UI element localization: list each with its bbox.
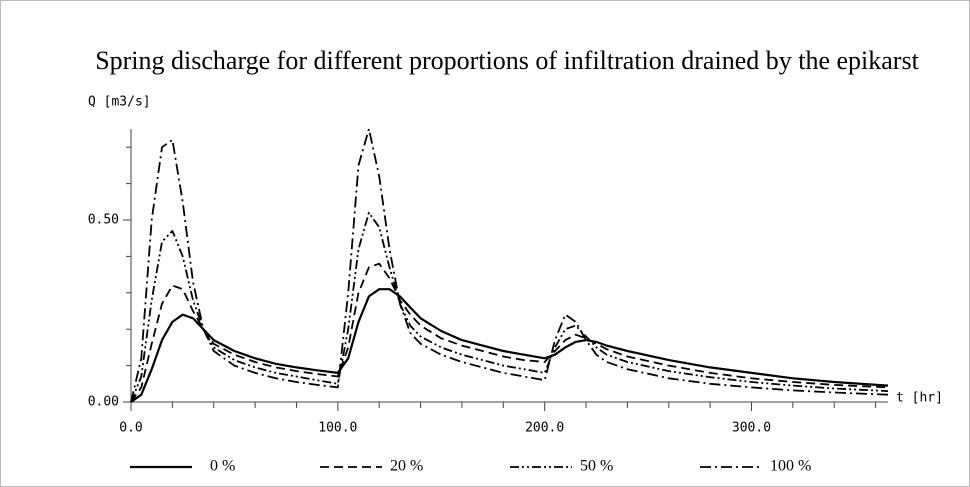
x-tick-label: 0.0 [119,421,142,436]
x-tick-label: 200.0 [525,421,564,436]
series-line [130,128,889,403]
legend-label: 50 % [580,458,613,475]
y-tick-label: 0.50 [88,213,119,228]
x-axis-label: t [hr] [896,391,943,406]
series-line [130,288,889,403]
x-tick-label: 300.0 [732,421,771,436]
series-line [130,262,889,403]
legend-label: 100 % [770,458,811,475]
legend-label: 0 % [210,458,235,475]
y-tick-label: 0.00 [88,395,119,410]
legend-label: 20 % [390,458,423,475]
y-axis-label: Q [m3/s] [88,95,151,110]
chart-title: Spring discharge for different proportio… [95,46,919,75]
x-tick-label: 100.0 [318,421,357,436]
